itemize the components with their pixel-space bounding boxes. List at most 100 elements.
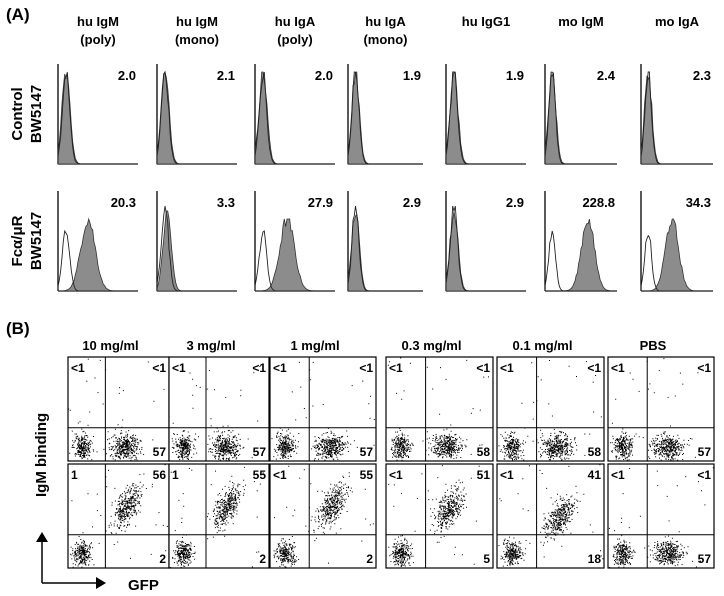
- mfi-value: 3.3: [217, 195, 235, 210]
- row-label-line2: BW5147: [28, 85, 45, 143]
- histogram-cell: 2.1: [156, 64, 237, 165]
- quadrant-upper-left-value: <1: [389, 361, 403, 375]
- quadrant-lower-right-value: 58: [588, 445, 602, 459]
- histogram-cell: 2.0: [57, 64, 138, 165]
- dot-plot-events: [68, 358, 170, 461]
- column-header-line2: (poly): [277, 32, 312, 47]
- histogram-cell: 2.9: [347, 191, 423, 292]
- quadrant-lower-right-value: 18: [588, 552, 602, 566]
- quadrant-lower-right-value: 57: [360, 445, 374, 459]
- row-label-line2: BW5147: [28, 212, 45, 270]
- mfi-value: 2.0: [118, 68, 136, 83]
- histogram-cell: 2.3: [640, 64, 713, 165]
- dot-plot: <1 <1 58: [496, 356, 605, 462]
- histogram-control-curve: [544, 230, 617, 292]
- histogram-control-curve: [640, 234, 713, 292]
- histogram-control-curve: [347, 205, 423, 292]
- column-header-line1: hu IgM: [77, 14, 119, 29]
- histogram-filled-curve: [445, 210, 526, 292]
- histogram-cell: 1.9: [445, 64, 526, 165]
- column-header-line2: (poly): [80, 32, 115, 47]
- dot-plot: <1 <1 57: [607, 356, 715, 462]
- histogram-filled-curve: [545, 218, 617, 292]
- panel-b-label: (B): [6, 319, 30, 338]
- quadrant-upper-right-value: <1: [359, 361, 373, 375]
- column-header-line1: hu IgA: [275, 14, 316, 29]
- x-axis-label: GFP: [128, 577, 159, 594]
- quadrant-upper-right-value: 41: [588, 468, 602, 482]
- quadrant-upper-left-value: <1: [500, 468, 514, 482]
- quadrant-upper-right-value: <1: [697, 468, 711, 482]
- quadrant-upper-right-value: <1: [697, 361, 711, 375]
- histogram-control-curve: [57, 72, 138, 165]
- dot-plot: <1 <1 57: [269, 356, 377, 462]
- panel-b-column-headers: 10 mg/ml 3 mg/ml 1 mg/ml 0.3 mg/ml 0.1 mg/ml…: [82, 338, 666, 353]
- column-header-line1: hu IgA: [365, 14, 406, 29]
- dot-plot: <1 <1 57: [67, 356, 170, 462]
- row-label-line1: Control: [9, 87, 26, 140]
- histogram-cell: 2.0: [254, 64, 335, 165]
- dot-plot-frame: [269, 463, 377, 569]
- quadrant-upper-left-value: 1: [71, 468, 78, 482]
- histogram-control-curve: [640, 71, 713, 165]
- quadrant-lower-right-value: 57: [253, 445, 267, 459]
- dot-plot: <1 55 2: [269, 463, 377, 569]
- dot-plot: 1 552: [168, 463, 270, 569]
- quadrant-upper-left-value: <1: [273, 361, 287, 375]
- mfi-value: 2.1: [217, 68, 235, 83]
- histogram-control-curve: [57, 229, 138, 292]
- dot-plot-events: [609, 358, 699, 461]
- quadrant-lower-right-value: 2: [159, 552, 166, 566]
- mfi-value: 34.3: [686, 195, 711, 210]
- dot-plot: <1 51 5: [385, 463, 494, 569]
- quadrant-upper-left-value: <1: [273, 468, 287, 482]
- dot-plot-events: [69, 464, 168, 568]
- quadrant-upper-left-value: <1: [500, 361, 514, 375]
- histogram-cell: 2.9: [445, 191, 526, 292]
- quadrant-upper-right-value: 55: [360, 468, 374, 482]
- column-header-line2: (mono): [363, 32, 407, 47]
- mfi-value: 228.8: [582, 195, 615, 210]
- histogram-cell: 228.8: [544, 191, 617, 292]
- quadrant-lower-right-value: 5: [483, 552, 490, 566]
- panel-a-column-headers: hu IgM (poly) hu IgM (mono) hu IgA (poly) hu I…: [77, 14, 700, 47]
- quadrant-lower-right-value: 2: [366, 552, 373, 566]
- column-header-line2: (mono): [175, 32, 219, 47]
- quadrant-lower-right-value: 57: [698, 445, 712, 459]
- mfi-value: 2.0: [315, 68, 333, 83]
- quadrant-lower-right-value: 2: [259, 552, 266, 566]
- quadrant-upper-right-value: <1: [152, 361, 166, 375]
- dot-plot: <1 <1 58: [385, 356, 494, 462]
- histogram-control-curve: [156, 70, 237, 165]
- row-label-line1: Fcα/μR: [9, 215, 26, 266]
- quadrant-upper-left-value: 1: [172, 468, 179, 482]
- y-axis-arrowhead: [36, 532, 48, 542]
- dot-plot-events: [170, 466, 264, 568]
- histogram-control-curve: [254, 230, 335, 292]
- column-header: 3 mg/ml: [186, 338, 235, 353]
- histogram-cell: 20.3: [57, 191, 138, 292]
- mfi-value: 2.3: [693, 68, 711, 83]
- quadrant-lower-right-value: 58: [477, 445, 491, 459]
- column-header: 0.3 mg/ml: [402, 338, 462, 353]
- histogram-cell: 3.3: [156, 191, 237, 292]
- column-header: 1 mg/ml: [290, 338, 339, 353]
- quadrant-upper-left-value: <1: [611, 361, 625, 375]
- mfi-value: 20.3: [111, 195, 136, 210]
- mfi-value: 1.9: [506, 68, 524, 83]
- quadrant-upper-left-value: <1: [389, 468, 403, 482]
- panel-a-histograms: 2.0 2.1 2.0 1.9 1.9 2.4 2.3 20.3 3.3 27.9 2.9 2.9 22…: [57, 64, 713, 292]
- dot-plot: <1 41 18: [496, 463, 605, 569]
- column-header-line1: mo IgM: [558, 14, 604, 29]
- mfi-value: 27.9: [308, 195, 333, 210]
- column-header: 0.1 mg/ml: [513, 338, 573, 353]
- quadrant-upper-left-value: <1: [172, 361, 186, 375]
- histogram-control-curve: [445, 71, 526, 165]
- column-header-line1: mo IgA: [655, 14, 700, 29]
- dot-plot: <1 <1 57: [607, 463, 715, 569]
- quadrant-upper-left-value: <1: [611, 468, 625, 482]
- column-header-line1: hu IgM: [176, 14, 218, 29]
